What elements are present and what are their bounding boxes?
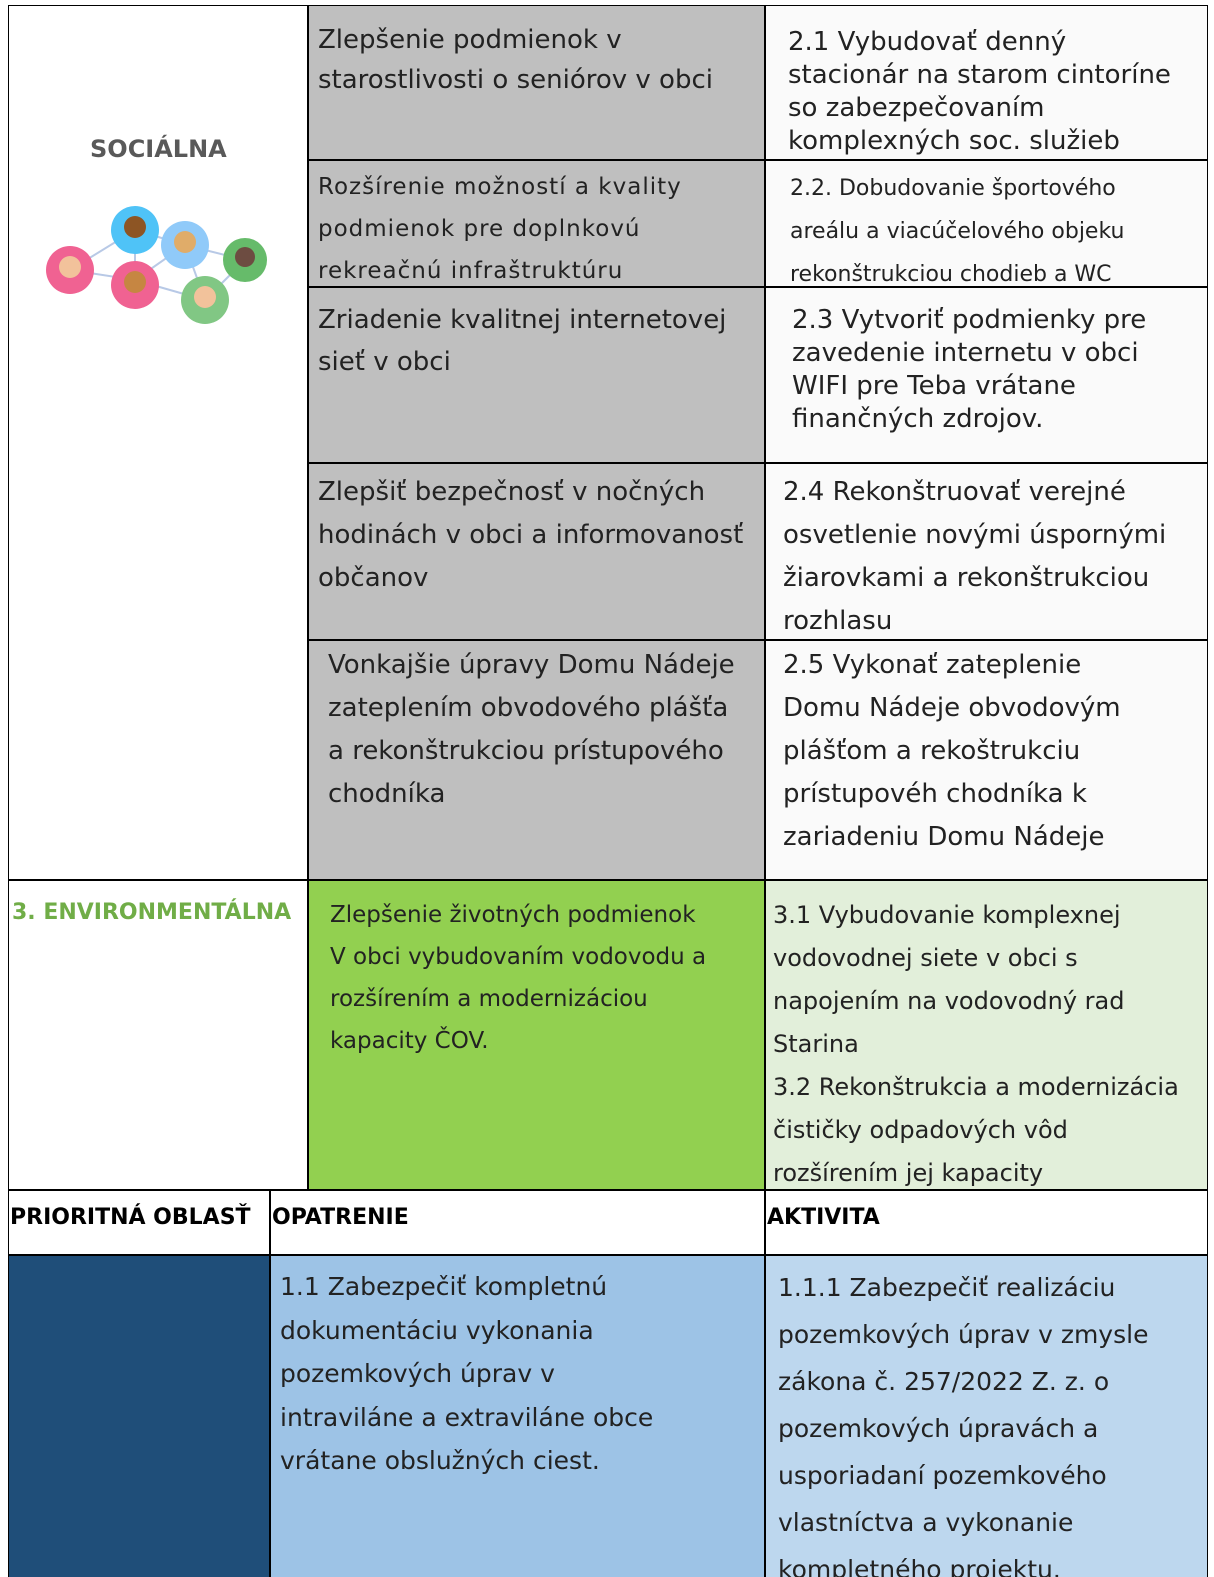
text-line: rozhlasu xyxy=(783,605,893,636)
text-line: stacionár na starom cintoríne xyxy=(788,59,1171,90)
measure-cell xyxy=(308,880,765,1190)
people-icon xyxy=(46,206,267,324)
text-line: a rekonštrukciou prístupového xyxy=(328,735,724,766)
text-line: dokumentáciu vykonania xyxy=(280,1315,594,1345)
text-line: kapacity ČOV. xyxy=(330,1028,489,1054)
area-cell xyxy=(8,5,308,880)
text-line: hodinách v obci a informovanosť xyxy=(318,519,744,550)
activity-cell xyxy=(765,1255,1208,1577)
text-line: 3.2 Rekonštrukcia a modernizácia xyxy=(773,1072,1179,1101)
area-label: 3. ENVIRONMENTÁLNA xyxy=(12,900,292,925)
header-label: OPATRENIE xyxy=(272,1205,409,1230)
area-label: SOCIÁLNA xyxy=(90,135,227,163)
text-line: vodovodnej siete v obci s xyxy=(773,943,1078,972)
header-label: PRIORITNÁ OBLASŤ xyxy=(10,1205,251,1230)
text-line: zákona č. 257/2022 Z. z. o xyxy=(778,1366,1110,1396)
text-line: Zlepšiť bezpečnosť v nočných xyxy=(318,476,706,507)
text-line: plášťom a rekoštrukciu xyxy=(783,735,1081,766)
measure-cell xyxy=(308,640,765,880)
measure-cell xyxy=(308,160,765,287)
text-line: pozemkových úprav v zmysle xyxy=(778,1319,1149,1349)
measure-cell xyxy=(308,287,765,463)
text-line: pozemkových úpravách a xyxy=(778,1413,1099,1443)
text-line: pozemkových úprav v xyxy=(280,1359,555,1389)
text-line: zariadeniu Domu Nádeje xyxy=(783,821,1105,852)
text-line: areálu a viacúčelového objeku xyxy=(790,218,1125,244)
text-line: rozšírením a modernizáciou xyxy=(330,986,648,1012)
text-line: Rozšírenie možností a kvality xyxy=(318,174,682,200)
text-line: občanov xyxy=(318,562,429,593)
text-line: podmienok pre doplnkovú xyxy=(318,216,641,242)
text-line: Zlepšenie životných podmienok xyxy=(330,902,696,928)
text-line: rozšírením jej kapacity xyxy=(773,1158,1044,1187)
text-line: sieť v obci xyxy=(318,347,451,377)
text-line: usporiadaní pozemkového xyxy=(778,1460,1107,1490)
text-line: starostlivosti o seniórov v obci xyxy=(318,65,713,95)
measure-cell xyxy=(308,463,765,640)
text-line: 1.1 Zabezpečiť kompletnú xyxy=(280,1272,608,1302)
text-line: 2.5 Vykonať zateplenie xyxy=(783,649,1082,680)
text-line: V obci vybudovaním vodovodu a xyxy=(330,944,707,970)
text-line: 2.4 Rekonštruovať verejné xyxy=(783,476,1126,507)
measure-cell xyxy=(308,5,765,160)
text-line: zavedenie internetu v obci xyxy=(792,337,1139,368)
text-line: kompletného projektu. xyxy=(778,1554,1061,1577)
text-line: Domu Nádeje obvodovým xyxy=(783,692,1121,723)
area-cell xyxy=(8,1255,270,1577)
text-line: osvetlenie novými úspornými xyxy=(783,519,1167,550)
activity-cell xyxy=(765,463,1208,640)
text-line: napojením na vodovodný rad xyxy=(773,986,1125,1015)
activity-cell xyxy=(765,160,1208,287)
text-line: rekonštrukciou chodieb a WC xyxy=(790,261,1112,287)
text-line: 2.2. Dobudovanie športového xyxy=(790,175,1116,201)
text-line: rekreačnú infraštruktúru xyxy=(318,258,624,284)
text-line: vlastníctva a vykonanie xyxy=(778,1507,1074,1537)
activity-cell xyxy=(765,640,1208,880)
text-line: so zabezpečovaním xyxy=(788,92,1045,123)
text-line: zateplením obvodového plášťa xyxy=(328,692,729,723)
text-line: vrátane obslužných ciest. xyxy=(280,1446,600,1476)
text-line: prístupovéh chodníka k xyxy=(783,778,1087,809)
text-line: WIFI pre Teba vrátane xyxy=(792,370,1076,401)
text-line: 2.3 Vytvoriť podmienky pre xyxy=(792,304,1147,335)
text-line: intraviláne a extraviláne obce xyxy=(280,1402,654,1432)
text-line: 1.1.1 Zabezpečiť realizáciu xyxy=(778,1272,1116,1302)
header-label: AKTIVITA xyxy=(767,1205,880,1230)
text-line: chodníka xyxy=(328,778,446,809)
activity-cell xyxy=(765,880,1208,1190)
text-line: komplexných soc. služieb xyxy=(788,125,1120,156)
text-line: finančných zdrojov. xyxy=(792,403,1044,434)
measure-cell xyxy=(270,1255,765,1577)
area-cell xyxy=(8,880,308,1190)
activity-cell xyxy=(765,5,1208,160)
header-cell xyxy=(270,1190,765,1255)
text-line: Zriadenie kvalitnej internetovej xyxy=(318,305,727,335)
text-line: Zlepšenie podmienok v xyxy=(318,25,622,55)
text-line: Vonkajšie úpravy Domu Nádeje xyxy=(328,649,735,680)
text-line: 2.1 Vybudovať denný xyxy=(788,26,1067,57)
text-line: žiarovkami a rekonštrukciou xyxy=(783,562,1150,593)
text-line: Starina xyxy=(773,1029,859,1058)
header-cell xyxy=(765,1190,1208,1255)
text-line: 3.1 Vybudovanie komplexnej xyxy=(773,900,1121,929)
header-cell xyxy=(8,1190,270,1255)
activity-cell xyxy=(765,287,1208,463)
text-line: čističky odpadových vôd xyxy=(773,1115,1068,1144)
